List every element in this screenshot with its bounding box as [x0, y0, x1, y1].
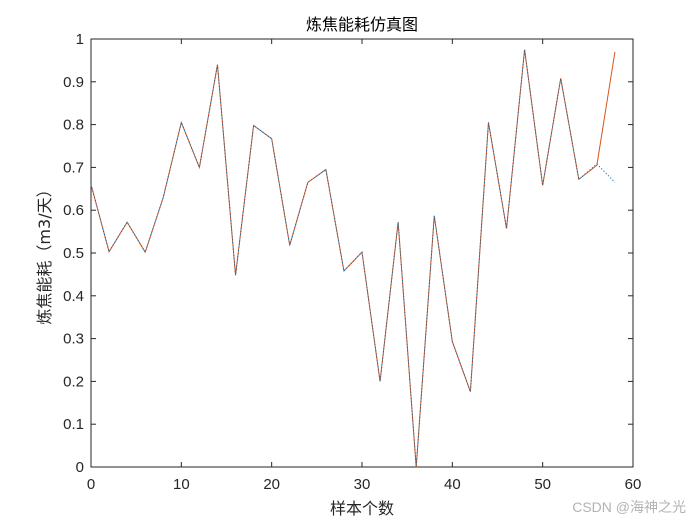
y-tick-label: 0.5	[63, 245, 84, 262]
y-axis-label: 炼焦能耗（m3/天）	[35, 181, 54, 324]
x-tick-label: 0	[87, 476, 95, 493]
y-tick-label: 0.2	[63, 373, 84, 390]
x-axis-label: 样本个数	[330, 499, 394, 518]
x-tick-label: 40	[444, 476, 461, 493]
y-tick-label: 0.7	[63, 159, 84, 176]
x-tick-label: 10	[173, 476, 190, 493]
y-tick-label: 0.1	[63, 416, 84, 433]
x-tick-label: 20	[263, 476, 280, 493]
y-tick-label: 0.8	[63, 117, 84, 134]
series-line-solid	[90, 49, 616, 468]
y-tick-label: 0.6	[63, 202, 84, 219]
x-tick-label: 60	[625, 476, 642, 493]
x-tick-label: 30	[354, 476, 371, 493]
y-tick-label: 0.4	[63, 288, 84, 305]
chart-title: 炼焦能耗仿真图	[306, 15, 418, 34]
y-tick-label: 0	[76, 459, 84, 476]
plot-area: 0 10 20 30 40 50 60 0 0.1 0.2 0.3 0.4 0.5 0.6 0.7 0.8 0.…	[63, 31, 641, 493]
y-tick-label: 0.3	[63, 331, 84, 348]
y-tick-label: 1	[76, 31, 84, 48]
y-tick-label: 0.9	[63, 74, 84, 91]
csdn-watermark: CSDN @海神之光	[572, 499, 686, 515]
x-tick-label: 50	[534, 476, 551, 493]
